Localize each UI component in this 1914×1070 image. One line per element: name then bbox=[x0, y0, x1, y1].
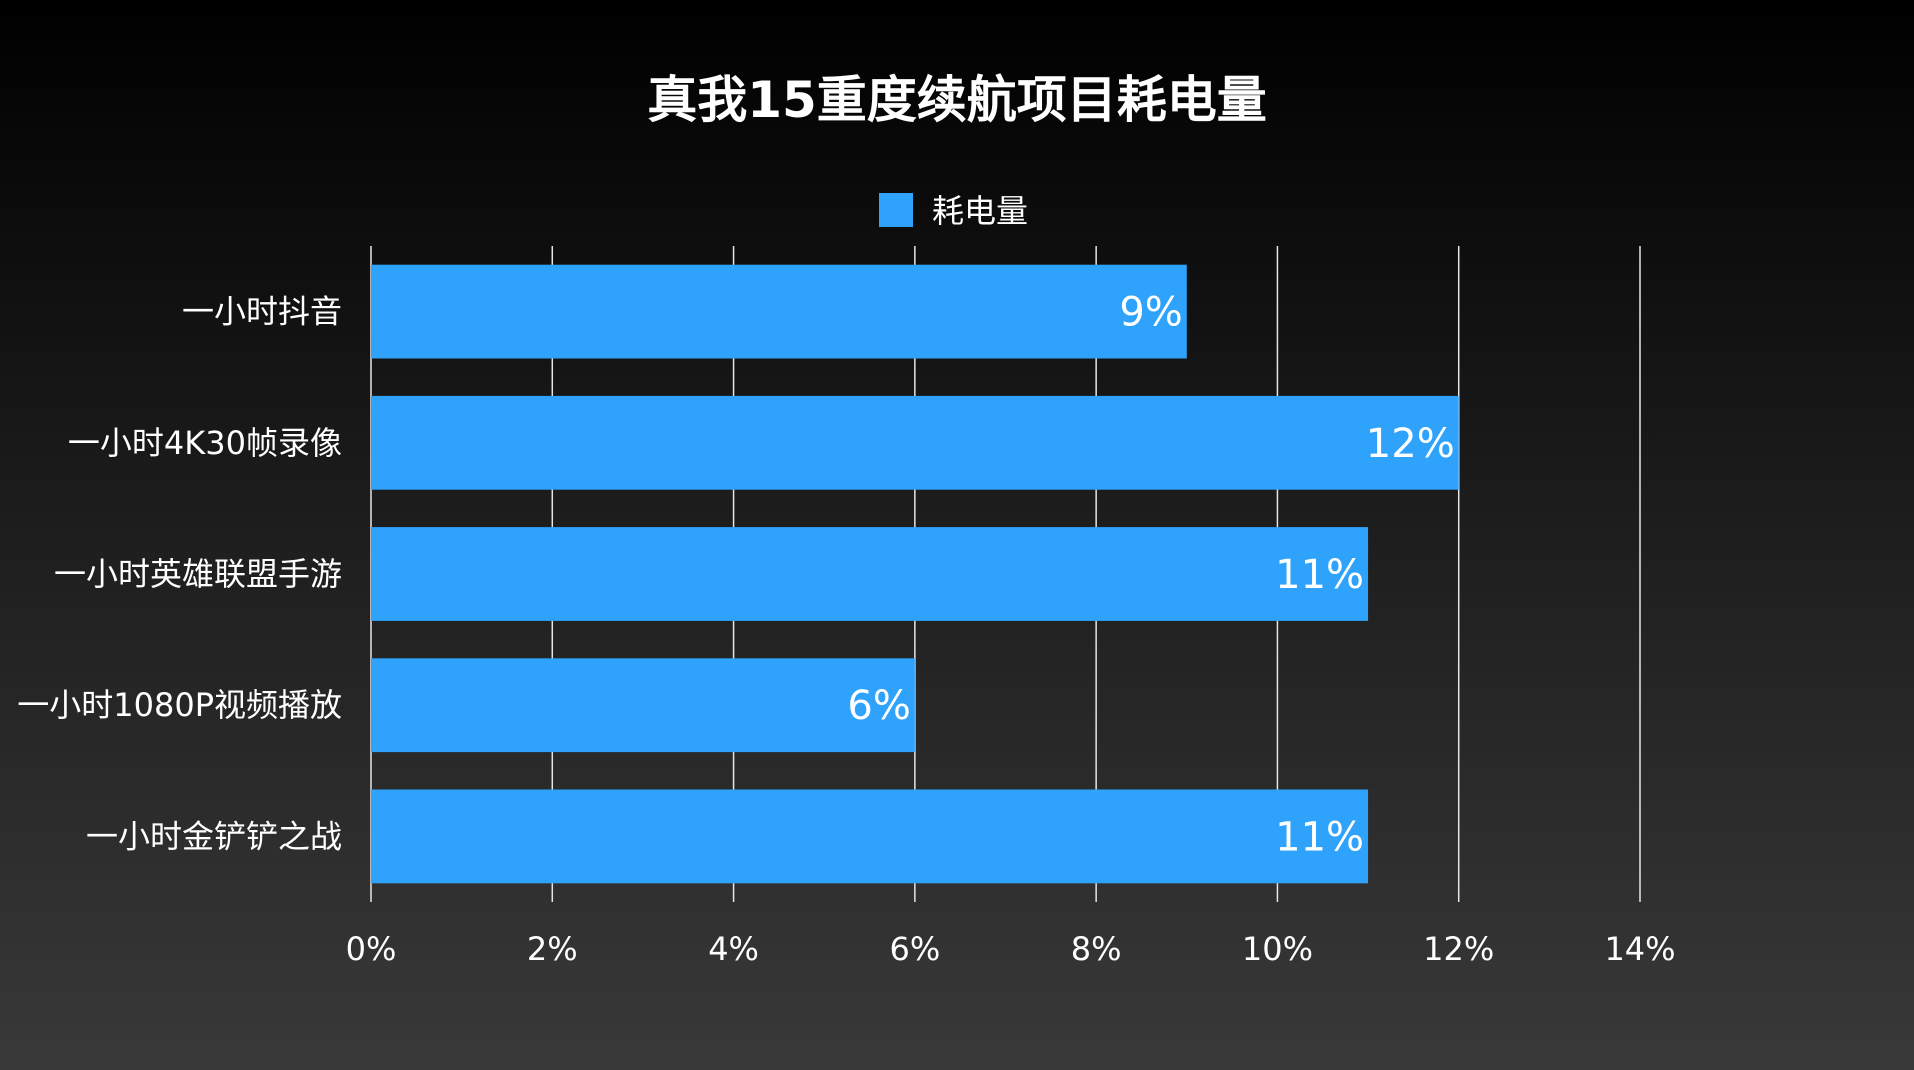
x-tick-label: 6% bbox=[889, 930, 940, 968]
bar bbox=[371, 395, 1459, 490]
x-tick-label: 2% bbox=[527, 930, 578, 968]
legend-swatch bbox=[879, 193, 913, 227]
x-tick-label: 14% bbox=[1604, 930, 1675, 968]
bar bbox=[371, 527, 1369, 621]
category-labels: 一小时抖音一小时4K30帧录像一小时英雄联盟手游一小时1080P视频播放一小时金… bbox=[17, 293, 342, 856]
data-label: 6% bbox=[847, 683, 910, 729]
x-tick-label: 0% bbox=[346, 930, 397, 968]
legend-label: 耗电量 bbox=[932, 192, 1028, 230]
x-axis-tick-labels: 0% 2% 4% 6% 8% 10% 12% 14% bbox=[346, 930, 1676, 968]
data-label: 12% bbox=[1366, 421, 1455, 467]
data-labels: 9% 12% 11% 6% 11% bbox=[847, 290, 1454, 861]
category-label: 一小时1080P视频播放 bbox=[17, 686, 342, 724]
x-tick-label: 10% bbox=[1242, 930, 1313, 968]
chart-title: 真我15重度续航项目耗电量 bbox=[647, 71, 1267, 129]
category-label: 一小时英雄联盟手游 bbox=[54, 555, 342, 593]
x-tick-label: 4% bbox=[708, 930, 759, 968]
data-label: 11% bbox=[1275, 552, 1364, 598]
data-label: 11% bbox=[1275, 814, 1364, 860]
category-label: 一小时抖音 bbox=[182, 293, 342, 331]
data-label: 9% bbox=[1119, 290, 1182, 336]
bar bbox=[371, 264, 1187, 359]
category-label: 一小时金铲铲之战 bbox=[86, 817, 342, 855]
bars bbox=[371, 264, 1459, 884]
bar bbox=[371, 789, 1369, 884]
x-tick-label: 12% bbox=[1423, 930, 1494, 968]
legend: 耗电量 bbox=[879, 192, 1028, 230]
bar bbox=[371, 658, 915, 753]
x-tick-label: 8% bbox=[1071, 930, 1122, 968]
category-label: 一小时4K30帧录像 bbox=[68, 424, 342, 462]
